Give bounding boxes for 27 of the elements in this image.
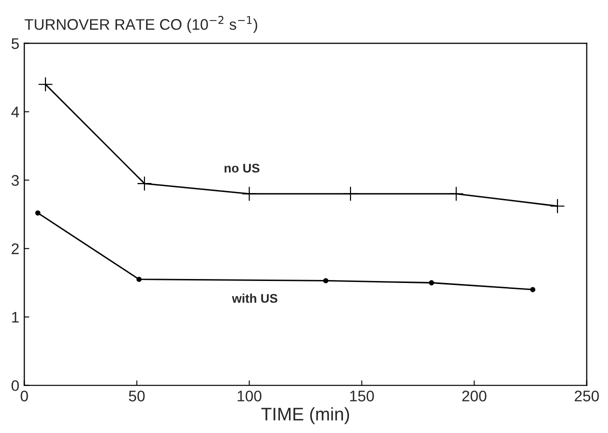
x-tick-label: 250: [574, 390, 599, 402]
point: [136, 176, 152, 192]
y-tick-label: 3: [12, 174, 19, 186]
y-tick-label: 0: [12, 380, 19, 392]
point: [343, 186, 358, 202]
series-label: with US: [232, 294, 278, 303]
x-tick-label: 100: [238, 390, 262, 402]
y-axis-title: TURNOVER RATE CO (10$^{−2}$ s$^{−1}$): [24, 16, 258, 33]
y-tick-label: 1: [12, 312, 19, 322]
point: [428, 280, 434, 286]
x-tick-label: 50: [128, 390, 145, 402]
y-tick-label: 5: [12, 38, 19, 49]
point: [35, 210, 40, 216]
point: [136, 276, 142, 282]
x-tick-label: 200: [462, 390, 486, 402]
point: [448, 186, 464, 202]
x-tick-label: 0: [20, 390, 28, 402]
series-label: no US: [224, 164, 260, 173]
point: [530, 286, 536, 292]
point: [242, 186, 257, 202]
point: [550, 198, 565, 214]
point: [38, 76, 53, 92]
x-axis-title: TIME (min): [261, 407, 350, 424]
y-tick-label: 4: [11, 106, 20, 118]
x-tick-label: 150: [350, 390, 374, 402]
y-tick-label: 2: [12, 243, 19, 254]
point: [323, 278, 328, 284]
